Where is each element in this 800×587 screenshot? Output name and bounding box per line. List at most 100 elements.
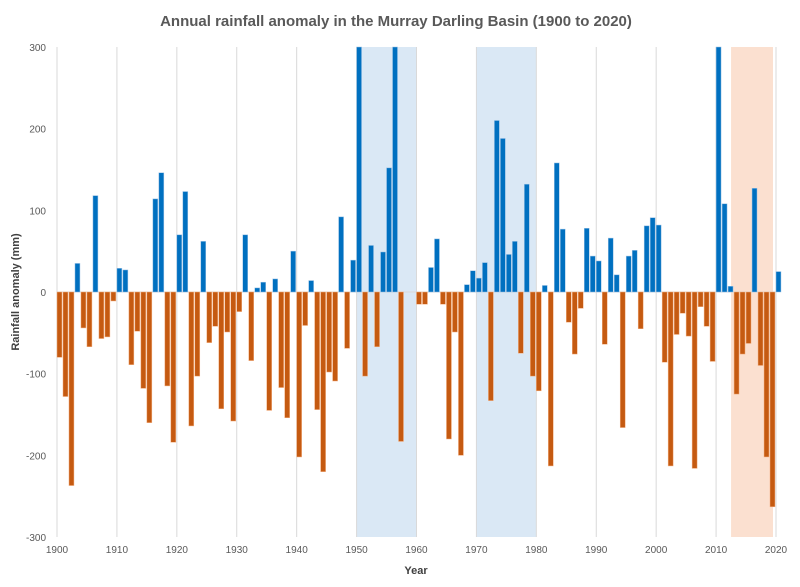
y-tick-label: -300 — [26, 533, 46, 544]
bar-1954 — [380, 251, 386, 293]
bar-2003 — [673, 291, 680, 335]
bar-1934 — [260, 281, 266, 293]
bar-1939 — [290, 250, 296, 293]
bar-1928 — [224, 291, 230, 333]
bar-1911 — [122, 269, 129, 293]
x-tick-label: 2000 — [645, 545, 668, 556]
bar-1917 — [158, 172, 165, 293]
y-axis-label: Rainfall anomaly (mm) — [10, 233, 22, 351]
bar-1955 — [386, 167, 392, 293]
bar-2007 — [697, 291, 704, 307]
bar-2012 — [727, 286, 734, 293]
bar-1937 — [278, 291, 284, 388]
bar-1914 — [140, 291, 147, 389]
y-tick-label: -100 — [26, 370, 46, 381]
bar-2020 — [775, 271, 782, 293]
bar-1926 — [212, 291, 219, 327]
bar-1963 — [434, 238, 440, 293]
bar-2001 — [661, 291, 668, 363]
bar-1964 — [440, 291, 446, 305]
bar-1902 — [68, 291, 75, 486]
bar-2014 — [739, 291, 746, 355]
bar-2013 — [733, 291, 740, 395]
bar-1991 — [601, 291, 608, 345]
bar-1994 — [619, 291, 626, 428]
bar-1953 — [374, 291, 380, 347]
bar-1970 — [476, 277, 482, 293]
x-tick-label: 2020 — [765, 545, 788, 556]
bar-1932 — [248, 291, 254, 361]
bar-1907 — [98, 291, 105, 339]
bar-2006 — [691, 291, 698, 469]
y-tick-label: -200 — [26, 451, 46, 462]
bar-1905 — [86, 291, 93, 347]
bar-1979 — [530, 291, 536, 377]
bar-2019 — [769, 291, 776, 508]
bar-1936 — [272, 278, 278, 293]
bar-2018 — [763, 291, 770, 458]
bar-1988 — [584, 228, 590, 293]
bar-1960 — [416, 291, 422, 305]
bar-1930 — [236, 291, 242, 312]
bar-1989 — [590, 255, 596, 293]
bar-2004 — [679, 291, 686, 314]
bar-2010 — [715, 46, 722, 293]
bar-1973 — [494, 120, 500, 293]
bar-1919 — [170, 291, 177, 443]
x-tick-label: 1930 — [226, 545, 249, 556]
bar-1986 — [572, 291, 578, 355]
bar-1931 — [242, 234, 248, 293]
x-tick-label: 2010 — [705, 545, 728, 556]
bar-1938 — [284, 291, 290, 419]
bar-1904 — [80, 291, 87, 329]
x-tick-label: 1980 — [525, 545, 548, 556]
bar-1913 — [134, 291, 141, 332]
bar-1947 — [338, 216, 344, 293]
bar-1944 — [320, 291, 326, 472]
bar-1961 — [422, 291, 428, 305]
bar-1967 — [458, 291, 464, 456]
bar-1999 — [649, 217, 656, 293]
bar-1945 — [326, 291, 332, 373]
bar-1909 — [110, 291, 117, 302]
bar-1981 — [542, 285, 548, 293]
bars — [56, 46, 782, 508]
bar-1976 — [512, 241, 518, 293]
bar-1977 — [518, 291, 524, 354]
bar-2000 — [655, 224, 662, 293]
tick-labels: 1900 1910 1920 1930 1940 1950 1960 1970 1980 1990… — [26, 43, 788, 556]
bar-1946 — [332, 291, 338, 382]
chart-title: Annual rainfall anomaly in the Murray Da… — [160, 13, 632, 30]
bar-1996 — [631, 250, 638, 293]
bar-1985 — [566, 291, 572, 323]
bar-1940 — [296, 291, 302, 458]
bar-1992 — [607, 237, 614, 293]
bar-1975 — [506, 254, 512, 293]
bar-1924 — [200, 241, 207, 293]
x-tick-label: 1990 — [585, 545, 608, 556]
bar-1984 — [560, 228, 566, 293]
bar-1943 — [314, 291, 320, 410]
bar-1968 — [464, 284, 470, 293]
bar-2011 — [721, 203, 728, 293]
bar-1962 — [428, 267, 434, 293]
bar-1901 — [62, 291, 69, 397]
x-tick-label: 1970 — [465, 545, 488, 556]
bar-1927 — [218, 291, 224, 410]
bar-1965 — [446, 291, 452, 440]
bar-1987 — [578, 291, 584, 309]
bar-1912 — [128, 291, 135, 365]
bar-1941 — [302, 291, 308, 326]
bar-1935 — [266, 291, 272, 411]
y-tick-label: 0 — [40, 288, 46, 299]
bar-2016 — [751, 188, 758, 293]
bar-1933 — [254, 287, 260, 293]
bar-1921 — [182, 191, 189, 293]
bar-2017 — [757, 291, 764, 366]
bar-1993 — [613, 274, 620, 293]
y-tick-label: 300 — [29, 43, 46, 54]
bar-1922 — [188, 291, 195, 427]
bar-1974 — [500, 138, 506, 293]
x-tick-label: 1900 — [46, 545, 69, 556]
